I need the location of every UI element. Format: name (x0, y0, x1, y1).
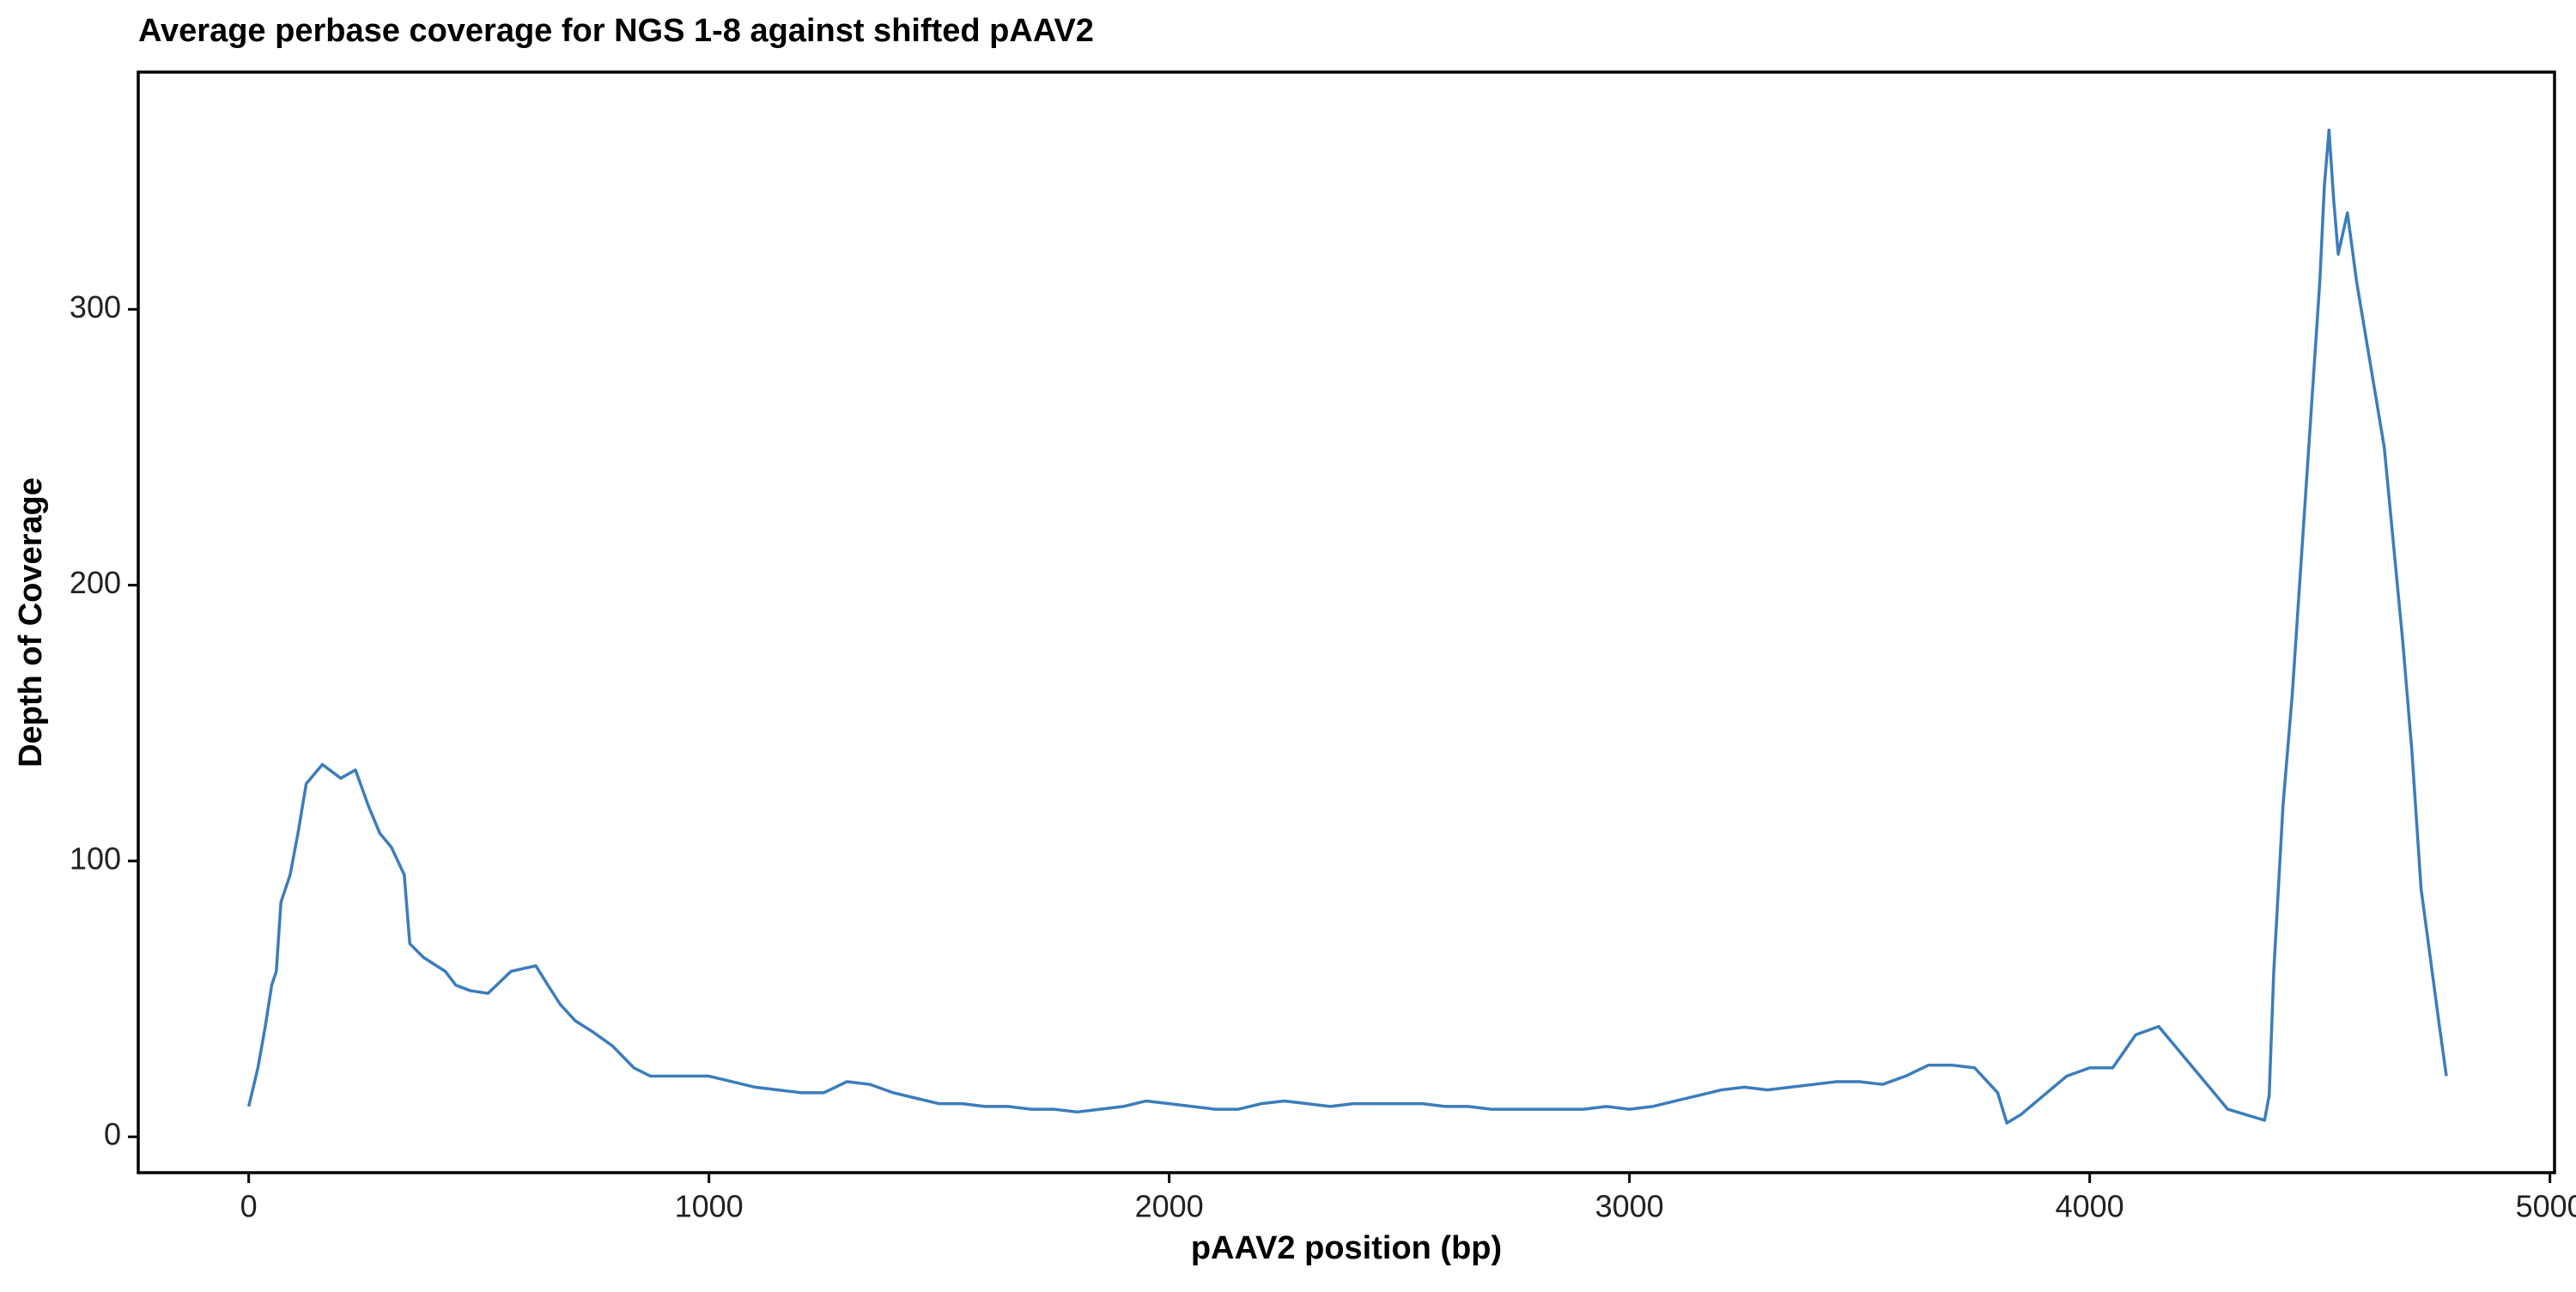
x-tick-label: 4000 (2056, 1189, 2124, 1224)
y-tick-label: 300 (70, 289, 121, 325)
x-tick-label: 5000 (2516, 1189, 2576, 1224)
y-axis-title: Depth of Coverage (13, 477, 49, 767)
plot-frame (137, 70, 2556, 1174)
coverage-line (246, 128, 2448, 1125)
chart-title: Average perbase coverage for NGS 1-8 aga… (138, 13, 1094, 49)
x-tick-label: 3000 (1595, 1189, 1664, 1224)
x-tick-label: 1000 (675, 1189, 744, 1224)
y-tick-label: 100 (70, 840, 121, 876)
x-tick-label: 2000 (1135, 1189, 1204, 1224)
x-tick-label: 0 (240, 1189, 258, 1224)
y-tick-label: 0 (104, 1117, 121, 1152)
x-axis-title: pAAV2 position (bp) (1191, 1230, 1502, 1266)
y-tick-label: 200 (70, 565, 121, 600)
